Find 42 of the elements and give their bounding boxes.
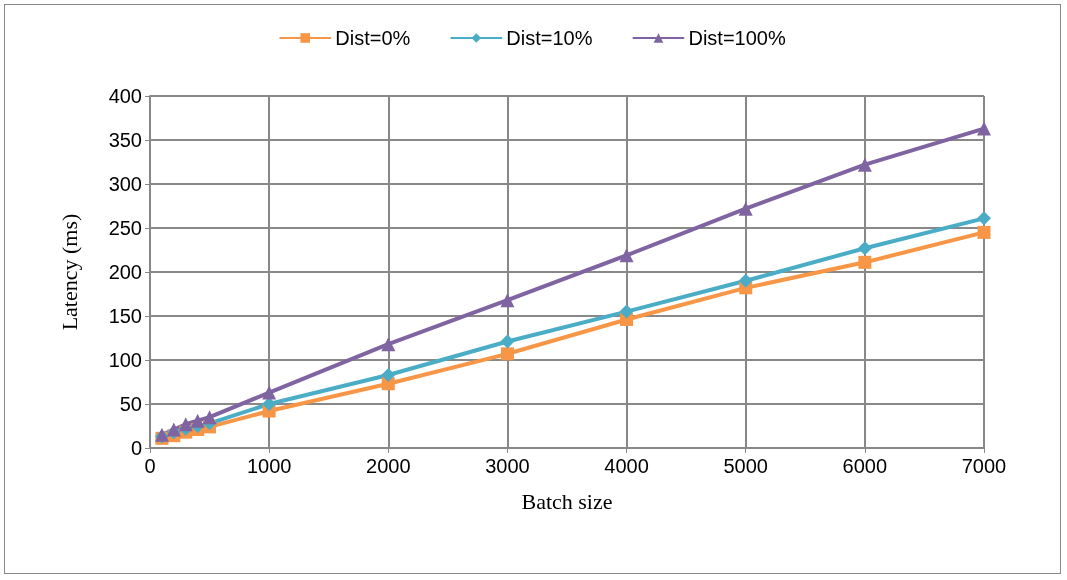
x-tick-label: 5000 [723,455,768,477]
x-tick-label: 0 [144,455,156,477]
point [857,157,872,172]
point [190,413,205,428]
legend-label: Dist=0% [335,27,411,49]
point [500,347,514,361]
y-tick-label: 250 [108,217,142,239]
y-tick-label: 300 [108,173,142,195]
y-tick-label: 50 [119,393,142,415]
x-tick-label: 2000 [366,455,411,477]
point [858,255,872,269]
y-tick-label: 0 [130,437,142,459]
point [262,385,277,400]
legend-label: Dist=100% [688,27,786,49]
legend-label: Dist=10% [506,27,593,49]
y-tick-label: 200 [108,261,142,283]
x-tick-label: 1000 [246,455,292,477]
point [500,334,515,349]
y-tick-label: 400 [108,85,142,107]
point [738,273,753,288]
point [619,248,634,263]
point [977,211,991,226]
x-tick-label: 7000 [961,455,1007,477]
y-tick-label: 150 [108,305,142,327]
x-tick-label: 6000 [842,455,888,477]
y-tick-label: 100 [108,349,142,371]
x-tick-label: 4000 [604,455,649,477]
point [381,367,396,382]
point [202,410,217,425]
y-axis-title: Latency (ms) [56,213,82,331]
point [178,417,193,432]
point [381,337,396,352]
y-tick-label: 350 [108,129,142,151]
point [977,121,991,136]
point [857,241,872,256]
x-axis-title: Batch size [521,488,613,514]
point [500,293,515,308]
point [619,304,634,319]
point [262,397,277,411]
x-tick-label: 3000 [485,455,530,477]
point [977,225,991,239]
point [738,201,753,216]
